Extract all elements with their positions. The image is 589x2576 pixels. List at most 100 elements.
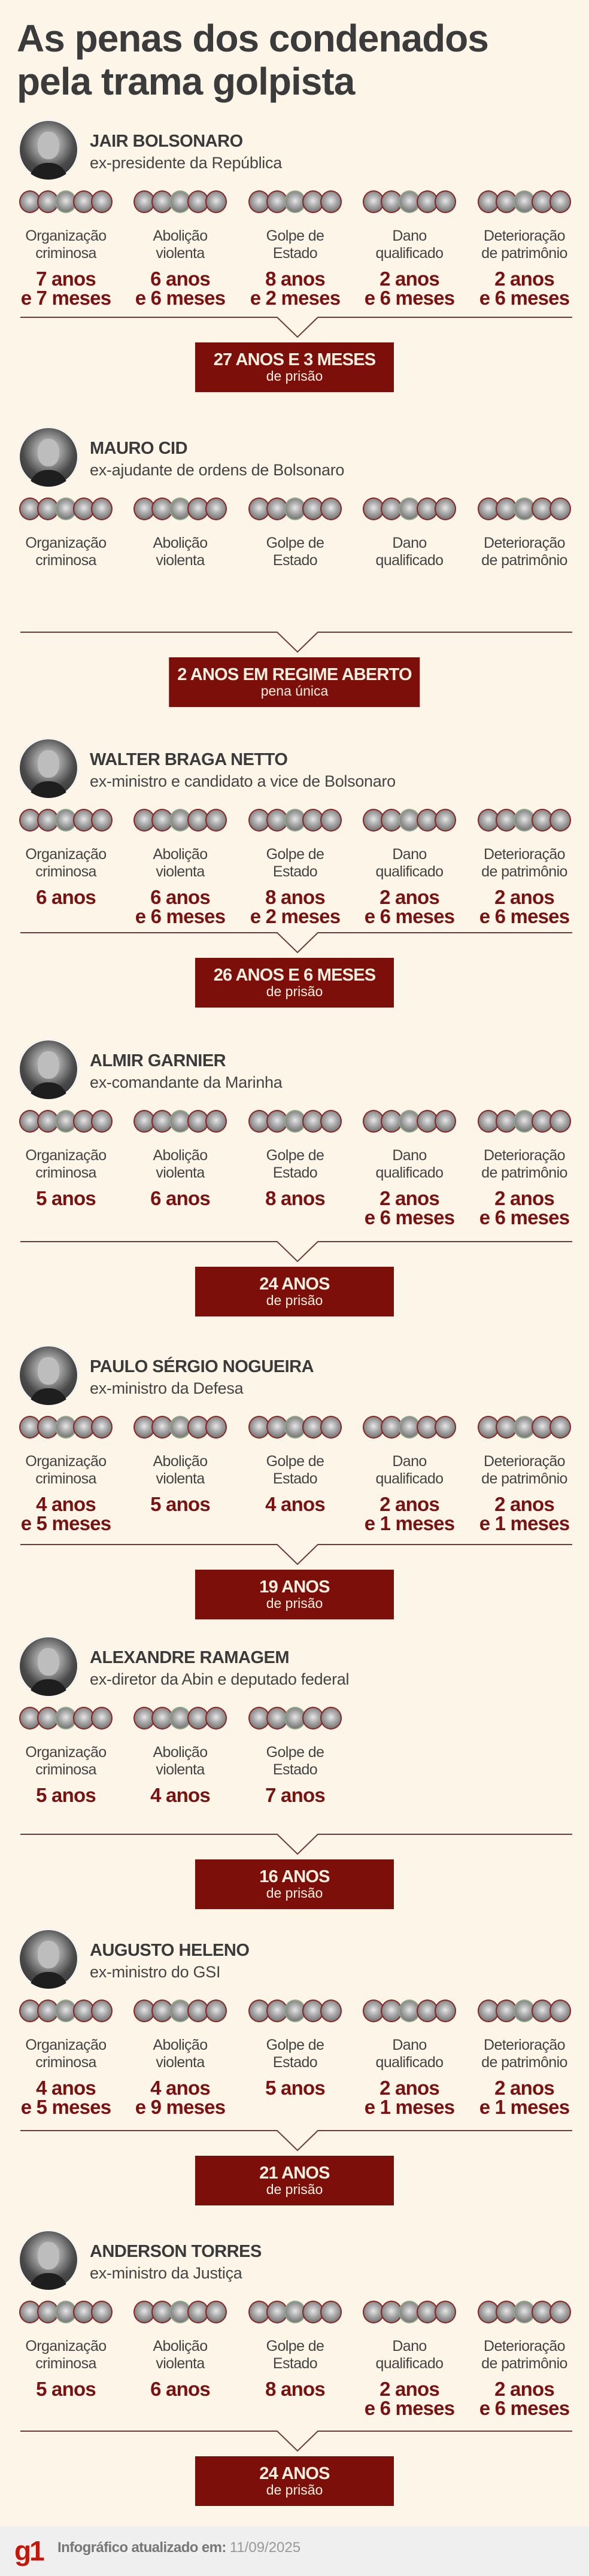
sentence-line: 6 anos bbox=[150, 2378, 211, 2400]
crime-sentence: 8 anos bbox=[235, 1188, 355, 1208]
crime-label: Deterioração de patrimônio bbox=[464, 1453, 584, 1488]
defendant-photo bbox=[19, 1636, 78, 1696]
sentence-line: e 6 meses bbox=[364, 1206, 455, 1228]
judge-photo-icon bbox=[19, 1416, 41, 1439]
divider-line bbox=[20, 632, 572, 653]
crime-label-line: Organização bbox=[25, 1744, 107, 1761]
crime-label: Golpe de Estado bbox=[235, 227, 355, 262]
crime-column: Golpe de Estado 4 anos bbox=[235, 1416, 355, 1514]
judge-photo-icon bbox=[496, 2301, 517, 2323]
divider-chevron bbox=[20, 1544, 572, 1565]
total-sentence-note: de prisão bbox=[266, 2181, 323, 2197]
crime-label-line: de patrimônio bbox=[481, 2054, 567, 2071]
judges-row bbox=[6, 2301, 126, 2326]
crime-column: Deterioração de patrimônio 2 anos e 1 meses bbox=[464, 1416, 584, 1533]
crime-label-line: Abolição bbox=[153, 2338, 208, 2354]
crime-label-line: Abolição bbox=[153, 1744, 208, 1761]
crime-sentence: 5 anos bbox=[6, 1785, 126, 1805]
crime-label-line: Dano bbox=[392, 2037, 427, 2053]
judge-photo-icon bbox=[320, 1999, 342, 2022]
judges-row bbox=[464, 809, 584, 834]
defendant-role: ex-ministro e candidato a vice de Bolson… bbox=[90, 772, 396, 790]
judge-photo-icon bbox=[205, 1707, 227, 1730]
crime-label-line: Golpe de bbox=[266, 1744, 324, 1761]
crime-column: Organização criminosa 4 anos e 5 meses bbox=[6, 1416, 126, 1533]
judge-photo-icon bbox=[417, 2301, 438, 2323]
crime-label: Abolição violenta bbox=[120, 535, 240, 569]
crime-label-line: de patrimônio bbox=[481, 1470, 567, 1487]
crime-label-line: Organização bbox=[25, 846, 107, 863]
crime-column: Dano qualificado 2 anos e 6 meses bbox=[350, 809, 469, 926]
crime-label: Deterioração de patrimônio bbox=[464, 535, 584, 569]
sentence-line: 6 anos bbox=[150, 886, 211, 908]
crime-sentence: 5 anos bbox=[6, 1188, 126, 1208]
total-sentence-note: de prisão bbox=[266, 368, 323, 384]
judge-photo-icon bbox=[435, 1110, 456, 1133]
defendant-block: ALEXANDRE RAMAGEM ex-diretor da Abin e de… bbox=[0, 1636, 589, 1911]
judge-photo-icon bbox=[320, 1707, 342, 1730]
crime-column: Golpe de Estado 8 anos bbox=[235, 2301, 355, 2399]
judge-photo-icon bbox=[435, 809, 456, 832]
judges-row bbox=[235, 1110, 355, 1135]
defendant-block: JAIR BOLSONARO ex-presidente da República… bbox=[0, 120, 589, 395]
judges-row bbox=[350, 809, 469, 834]
face-shape bbox=[38, 750, 59, 778]
judge-photo-icon bbox=[435, 1999, 456, 2022]
face-shape bbox=[38, 132, 59, 159]
crime-label-line: Organização bbox=[25, 227, 107, 244]
sentence-line: 2 anos bbox=[379, 268, 440, 290]
defendant-name: AUGUSTO HELENO bbox=[90, 1941, 250, 1960]
crime-label-line: Abolição bbox=[153, 846, 208, 863]
crime-label: Golpe de Estado bbox=[235, 535, 355, 569]
crime-sentence: 6 anos e 6 meses bbox=[120, 886, 240, 927]
total-sentence: 24 ANOS bbox=[259, 2464, 330, 2483]
crime-column: Golpe de Estado 8 anos bbox=[235, 1110, 355, 1208]
total-sentence: 2 ANOS EM REGIME ABERTO bbox=[177, 665, 412, 684]
judges-row bbox=[120, 1707, 240, 1732]
crime-label-line: violenta bbox=[156, 552, 205, 569]
judges-row bbox=[235, 1416, 355, 1441]
crime-label: Golpe de Estado bbox=[235, 1453, 355, 1488]
crime-label-line: qualificado bbox=[375, 1164, 444, 1181]
judge-photo-icon bbox=[169, 1110, 191, 1133]
crime-column: Dano qualificado 2 anos e 1 meses bbox=[350, 1416, 469, 1533]
judges-row bbox=[6, 190, 126, 216]
crime-column: Abolição violenta 4 anos e 9 meses bbox=[120, 1999, 240, 2117]
crime-label-line: Abolição bbox=[153, 535, 208, 551]
sentence-line: 2 anos bbox=[379, 1493, 440, 1515]
face-shape bbox=[38, 1051, 59, 1079]
judges-row bbox=[464, 1999, 584, 2025]
total-sentence-note: de prisão bbox=[266, 1885, 323, 1901]
sentence-line: e 6 meses bbox=[135, 905, 226, 927]
crime-label-line: Estado bbox=[272, 552, 318, 569]
crime-sentence: 2 anos e 6 meses bbox=[350, 2379, 469, 2418]
defendant-role: ex-comandante da Marinha bbox=[90, 1073, 283, 1091]
crime-sentence: 8 anos bbox=[235, 2379, 355, 2399]
defendant-name: PAULO SÉRGIO NOGUEIRA bbox=[90, 1357, 314, 1376]
crime-column: Abolição violenta 5 anos bbox=[120, 1416, 240, 1514]
judge-photo-icon bbox=[320, 497, 342, 520]
sentence-line: 2 anos bbox=[379, 2077, 440, 2099]
judges-row bbox=[350, 1416, 469, 1441]
total-sentence-note: de prisão bbox=[266, 984, 323, 999]
judge-photo-icon bbox=[91, 1416, 113, 1439]
crime-column: Dano qualificado bbox=[350, 497, 469, 577]
crime-label: Abolição violenta bbox=[120, 1744, 240, 1779]
crime-column: Abolição violenta bbox=[120, 497, 240, 577]
crime-sentence: 2 anos e 6 meses bbox=[464, 269, 584, 308]
judge-photo-icon bbox=[205, 809, 227, 832]
divider-chevron bbox=[20, 2130, 572, 2152]
defendant-photo bbox=[19, 427, 78, 487]
crime-label-line: qualificado bbox=[375, 245, 444, 262]
sentence-line: 2 anos bbox=[494, 886, 555, 908]
title-line: As penas dos condenados bbox=[17, 17, 489, 60]
total-sentence-note: de prisão bbox=[266, 1595, 323, 1611]
sentence-line: e 6 meses bbox=[479, 2397, 570, 2419]
sentence-line: 2 anos bbox=[494, 2077, 555, 2099]
judge-photo-icon bbox=[205, 497, 227, 520]
face-shape bbox=[38, 439, 59, 466]
defendant-role: ex-ministro do GSI bbox=[90, 1963, 221, 1981]
crime-label: Golpe de Estado bbox=[235, 2037, 355, 2071]
updated-label: Infográfico atualizado em: bbox=[57, 2539, 226, 2556]
crime-label-line: Deterioração bbox=[484, 2338, 566, 2354]
